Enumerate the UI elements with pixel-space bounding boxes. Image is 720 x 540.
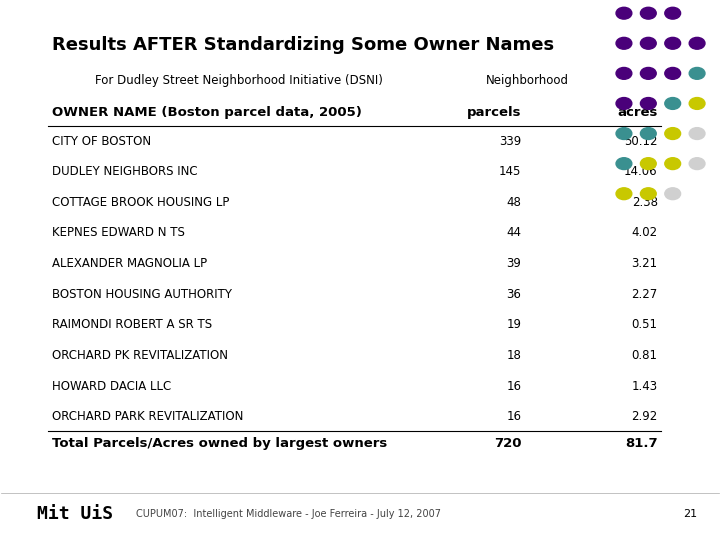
Circle shape <box>665 68 680 79</box>
Circle shape <box>665 127 680 139</box>
Text: 16: 16 <box>506 380 521 393</box>
Circle shape <box>665 98 680 110</box>
Text: HOWARD DACIA LLC: HOWARD DACIA LLC <box>52 380 171 393</box>
Text: KEPNES EDWARD N TS: KEPNES EDWARD N TS <box>52 226 184 239</box>
Text: 19: 19 <box>506 319 521 332</box>
Text: parcels: parcels <box>467 106 521 119</box>
Text: Total Parcels/Acres owned by largest owners: Total Parcels/Acres owned by largest own… <box>52 436 387 449</box>
Text: 0.51: 0.51 <box>631 319 657 332</box>
Circle shape <box>689 158 705 170</box>
Text: ORCHARD PK REVITALIZATION: ORCHARD PK REVITALIZATION <box>52 349 228 362</box>
Circle shape <box>640 188 656 200</box>
Text: 36: 36 <box>506 288 521 301</box>
Circle shape <box>616 37 632 49</box>
Text: 4.02: 4.02 <box>631 226 657 239</box>
Circle shape <box>689 98 705 110</box>
Text: 48: 48 <box>506 196 521 209</box>
Text: 2.27: 2.27 <box>631 288 657 301</box>
Text: 0.81: 0.81 <box>631 349 657 362</box>
Text: DUDLEY NEIGHBORS INC: DUDLEY NEIGHBORS INC <box>52 165 197 178</box>
Circle shape <box>665 188 680 200</box>
Text: Mit UiS: Mit UiS <box>37 505 113 523</box>
Circle shape <box>640 68 656 79</box>
Text: 1.43: 1.43 <box>631 380 657 393</box>
Circle shape <box>640 37 656 49</box>
Circle shape <box>616 188 632 200</box>
Text: 16: 16 <box>506 410 521 423</box>
Circle shape <box>689 127 705 139</box>
Text: 145: 145 <box>499 165 521 178</box>
Text: COTTAGE BROOK HOUSING LP: COTTAGE BROOK HOUSING LP <box>52 196 229 209</box>
Circle shape <box>689 37 705 49</box>
Text: 720: 720 <box>494 436 521 449</box>
Text: 3.21: 3.21 <box>631 257 657 270</box>
Circle shape <box>616 8 632 19</box>
Text: 18: 18 <box>506 349 521 362</box>
Circle shape <box>665 37 680 49</box>
Text: Neighborhood: Neighborhood <box>485 74 569 87</box>
Text: Results AFTER Standardizing Some Owner Names: Results AFTER Standardizing Some Owner N… <box>52 36 554 55</box>
Circle shape <box>616 127 632 139</box>
Circle shape <box>665 158 680 170</box>
Text: BOSTON HOUSING AUTHORITY: BOSTON HOUSING AUTHORITY <box>52 288 232 301</box>
Text: 339: 339 <box>499 134 521 147</box>
Text: CITY OF BOSTON: CITY OF BOSTON <box>52 134 150 147</box>
Circle shape <box>616 98 632 110</box>
Circle shape <box>689 68 705 79</box>
Circle shape <box>616 68 632 79</box>
Text: For Dudley Street Neighborhood Initiative (DSNI): For Dudley Street Neighborhood Initiativ… <box>94 74 382 87</box>
Text: 2.92: 2.92 <box>631 410 657 423</box>
Circle shape <box>665 8 680 19</box>
Text: 44: 44 <box>506 226 521 239</box>
Circle shape <box>616 158 632 170</box>
Circle shape <box>640 98 656 110</box>
Text: 2.38: 2.38 <box>631 196 657 209</box>
Circle shape <box>640 127 656 139</box>
Text: ALEXANDER MAGNOLIA LP: ALEXANDER MAGNOLIA LP <box>52 257 207 270</box>
Text: 81.7: 81.7 <box>625 436 657 449</box>
Text: CUPUM07:  Intelligent Middleware - Joe Ferreira - July 12, 2007: CUPUM07: Intelligent Middleware - Joe Fe… <box>136 509 441 519</box>
Text: 50.12: 50.12 <box>624 134 657 147</box>
Text: 21: 21 <box>683 509 697 519</box>
Text: OWNER NAME (Boston parcel data, 2005): OWNER NAME (Boston parcel data, 2005) <box>52 106 361 119</box>
Circle shape <box>640 8 656 19</box>
Text: ORCHARD PARK REVITALIZATION: ORCHARD PARK REVITALIZATION <box>52 410 243 423</box>
Text: 39: 39 <box>506 257 521 270</box>
Circle shape <box>640 158 656 170</box>
Text: 14.06: 14.06 <box>624 165 657 178</box>
Text: acres: acres <box>617 106 657 119</box>
Text: RAIMONDI ROBERT A SR TS: RAIMONDI ROBERT A SR TS <box>52 319 212 332</box>
